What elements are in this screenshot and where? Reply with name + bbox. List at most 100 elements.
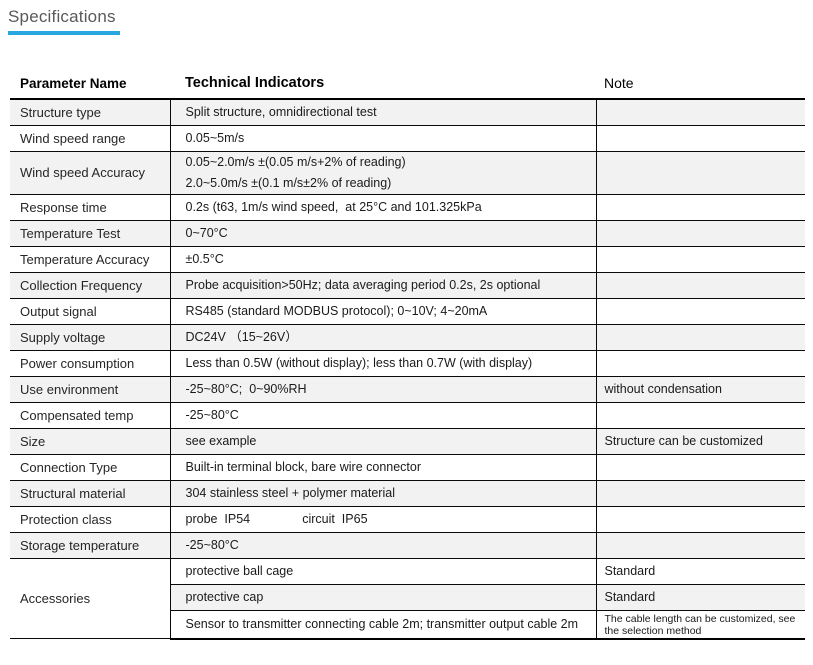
table-row: Collection Frequency Probe acquisition>50… [10, 272, 805, 299]
note-cell [596, 194, 805, 221]
specifications-table: Parameter Name Technical Indicators Note… [10, 75, 805, 640]
value-cell: protective cap [170, 584, 597, 611]
table-row: Connection Type Built-in terminal block, … [10, 454, 805, 481]
value-cell: probe IP54 circuit IP65 [170, 506, 597, 533]
note-cell [596, 480, 805, 507]
note-cell [596, 125, 805, 152]
value-line: see example [185, 433, 257, 448]
table-row: Storage temperature -25~80°C [10, 532, 805, 559]
note-cell: The cable length can be customized, see … [596, 610, 805, 640]
table-row: Use environment -25~80°C; 0~90%RH without … [10, 376, 805, 403]
spec-table-body: Structure type Split structure, omnidirec… [10, 99, 805, 640]
value-line: protective cap [185, 589, 264, 604]
note-cell: without condensation [596, 376, 805, 403]
note-cell: Standard [596, 558, 805, 585]
param-cell: Temperature Accuracy [10, 246, 171, 273]
value-cell: 0.2s (t63, 1m/s wind speed, at 25°C and … [170, 194, 597, 221]
value-line: probe IP54 circuit IP65 [185, 511, 368, 526]
value-line: 0.05~5m/s [185, 130, 245, 145]
value-cell: Split structure, omnidirectional test [170, 99, 597, 126]
note-cell [596, 402, 805, 429]
value-cell: see example [170, 428, 597, 455]
value-cell: DC24V （15~26V） [170, 324, 597, 351]
value-line: 2.0~5.0m/s ±(0.1 m/s±2% of reading) [185, 175, 392, 190]
note-cell [596, 506, 805, 533]
title-block: Specifications [0, 0, 813, 35]
note-cell [596, 298, 805, 325]
value-line: DC24V （15~26V） [185, 329, 298, 344]
note-cell [596, 151, 805, 195]
value-line: Split structure, omnidirectional test [185, 104, 377, 119]
table-row: Compensated temp -25~80°C [10, 402, 805, 429]
value-cell: 0.05~2.0m/s ±(0.05 m/s+2% of reading) 2.0… [170, 151, 597, 195]
note-cell [596, 99, 805, 126]
table-row: Temperature Accuracy ±0.5°C [10, 246, 805, 273]
value-line: -25~80°C [185, 407, 239, 422]
value-cell: Built-in terminal block, bare wire conne… [170, 454, 597, 481]
value-line: protective ball cage [185, 563, 294, 578]
param-cell: Response time [10, 194, 171, 221]
param-cell: Accessories [10, 558, 171, 640]
header-note: Note [596, 75, 805, 100]
param-cell: Connection Type [10, 454, 171, 481]
value-line: -25~80°C; 0~90%RH [185, 381, 307, 396]
value-line: -25~80°C [185, 537, 239, 552]
table-row: Temperature Test 0~70°C [10, 220, 805, 247]
value-cell: -25~80°C; 0~90%RH [170, 376, 597, 403]
param-cell: Protection class [10, 506, 171, 533]
table-row: Structural material 304 stainless steel +… [10, 480, 805, 507]
title-accent-underline [8, 31, 120, 35]
value-cell: 304 stainless steel + polymer material [170, 480, 597, 507]
note-cell [596, 454, 805, 481]
param-cell: Supply voltage [10, 324, 171, 351]
value-line: Sensor to transmitter connecting cable 2… [185, 616, 579, 631]
note-cell [596, 532, 805, 559]
value-cell: ±0.5°C [170, 246, 597, 273]
table-row: Supply voltage DC24V （15~26V） [10, 324, 805, 351]
table-row: Wind speed range 0.05~5m/s [10, 125, 805, 152]
value-cell: RS485 (standard MODBUS protocol); 0~10V;… [170, 298, 597, 325]
table-row: Accessories protective ball cage Standard [10, 558, 805, 640]
note-cell: Structure can be customized [596, 428, 805, 455]
value-line: 0.05~2.0m/s ±(0.05 m/s+2% of reading) [185, 154, 406, 169]
table-row: Wind speed Accuracy 0.05~2.0m/s ±(0.05 m/… [10, 151, 805, 195]
value-line: RS485 (standard MODBUS protocol); 0~10V;… [185, 303, 488, 318]
note-cell [596, 272, 805, 299]
param-cell: Structure type [10, 99, 171, 126]
table-header: Parameter Name Technical Indicators Note [10, 75, 805, 100]
param-cell: Size [10, 428, 171, 455]
value-cell: -25~80°C [170, 532, 597, 559]
value-cell: protective ball cage [170, 558, 597, 585]
page-title: Specifications [8, 7, 116, 26]
table-row: Sensor to transmitter connecting cable 2… [10, 610, 805, 640]
value-line: Less than 0.5W (without display); less t… [185, 355, 533, 370]
table-row: protective cap Standard [10, 584, 805, 611]
value-cell: Probe acquisition>50Hz; data averaging p… [170, 272, 597, 299]
value-line: ±0.5°C [185, 251, 224, 266]
table-row: Size see example Structure can be customiz… [10, 428, 805, 455]
param-cell: Use environment [10, 376, 171, 403]
table-row: Response time 0.2s (t63, 1m/s wind speed,… [10, 194, 805, 221]
value-cell: -25~80°C [170, 402, 597, 429]
header-parameter-name: Parameter Name [10, 75, 170, 100]
header-technical-indicators: Technical Indicators [170, 75, 596, 100]
param-cell: Compensated temp [10, 402, 171, 429]
table-row: Output signal RS485 (standard MODBUS prot… [10, 298, 805, 325]
param-cell: Wind speed range [10, 125, 171, 152]
param-cell: Storage temperature [10, 532, 171, 559]
table-row: Power consumption Less than 0.5W (without… [10, 350, 805, 377]
note-cell [596, 220, 805, 247]
value-line: 0~70°C [185, 225, 228, 240]
value-line: Built-in terminal block, bare wire conne… [185, 459, 422, 474]
value-line: Probe acquisition>50Hz; data averaging p… [185, 277, 541, 292]
value-line: 304 stainless steel + polymer material [185, 485, 395, 500]
param-cell: Temperature Test [10, 220, 171, 247]
value-cell: 0~70°C [170, 220, 597, 247]
header-row: Parameter Name Technical Indicators Note [10, 75, 805, 100]
param-cell: Collection Frequency [10, 272, 171, 299]
value-cell: Sensor to transmitter connecting cable 2… [170, 610, 597, 640]
param-cell: Output signal [10, 298, 171, 325]
value-cell: Less than 0.5W (without display); less t… [170, 350, 597, 377]
table-row: Structure type Split structure, omnidirec… [10, 99, 805, 126]
